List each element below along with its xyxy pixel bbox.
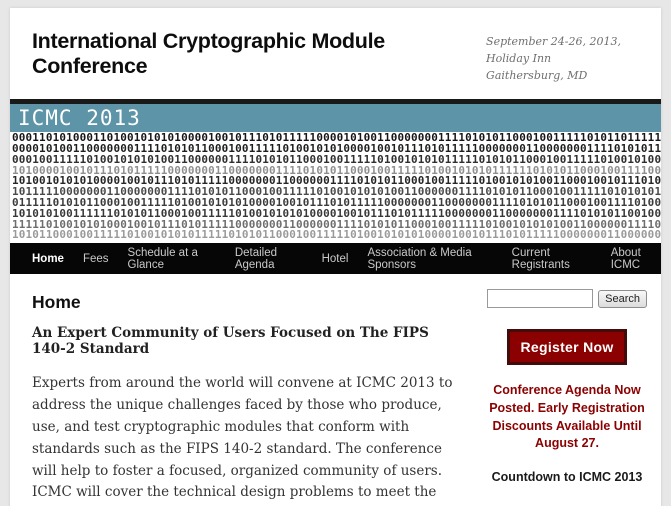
nav-item-schedule[interactable]: Schedule at a Glance	[127, 246, 198, 271]
binary-art-block: 0001101010001101001010101000010010111010…	[10, 132, 661, 243]
binary-row: 0001101010001101001010101000010010111010…	[12, 132, 661, 145]
body-paragraph-1: Experts from around the world will conve…	[32, 375, 453, 501]
conference-date: September 24-26, 2013, Holiday Inn Gaith…	[486, 29, 647, 84]
nav-item-hotel[interactable]: Hotel	[321, 252, 349, 265]
countdown-label: Countdown to ICMC 2013	[491, 470, 643, 485]
site-header: International Cryptographic Module Confe…	[10, 8, 661, 99]
binary-row: 1010110001001111101001010101111101010110…	[12, 228, 661, 242]
banner: ICMC 2013	[10, 104, 661, 133]
binary-row: 0001001111101001010101001100000011110101…	[12, 152, 661, 166]
site-title: International Cryptographic Module Confe…	[32, 29, 385, 78]
nav-item-home[interactable]: Home	[32, 252, 64, 265]
binary-row: 1111101001010100010010111010111110000000…	[12, 217, 661, 231]
nav-item-detailed-agenda[interactable]: Detailed Agenda	[234, 246, 278, 271]
main-nav: Home Fees Schedule at a Glance Detailed …	[10, 243, 661, 275]
main-column: Home An Expert Community of Users Focuse…	[32, 274, 463, 506]
page-subheading: An Expert Community of Users Focused on …	[32, 325, 429, 358]
banner-top-strip	[10, 99, 661, 105]
register-wrap: Register Now	[487, 329, 647, 366]
conference-date-line1: September 24-26, 2013, Holiday Inn	[486, 35, 621, 66]
nav-item-current-registrants[interactable]: Current Registrants	[511, 246, 570, 271]
page-title: Home	[32, 292, 81, 313]
agenda-notice: Conference Agenda Now Posted. Early Regi…	[489, 383, 645, 451]
search-row: Search	[487, 289, 647, 309]
binary-row: 1011111000000011000000011110101011000100…	[12, 185, 661, 199]
sidebar: Search Register Now Conference Agenda No…	[487, 274, 647, 506]
binary-row: 1010000100101110101111100000001100000001…	[12, 163, 661, 177]
search-input[interactable]	[487, 289, 594, 309]
binary-row: 0000101001100000001111010101100010011111…	[12, 141, 661, 155]
binary-row: 1010101001111110101011000100111110100101…	[12, 206, 661, 220]
nav-item-fees[interactable]: Fees	[82, 252, 109, 265]
conference-date-line2: Gaithersburg, MD	[486, 69, 588, 83]
content-area: Home An Expert Community of Users Focuse…	[10, 274, 661, 506]
nav-item-about[interactable]: About ICMC	[610, 246, 641, 271]
binary-row: 0111110101011000100111110100101010100001…	[12, 195, 661, 209]
page-container: International Cryptographic Module Confe…	[10, 8, 661, 506]
binary-row: 1010010101010000100101110101111100000001…	[12, 174, 661, 188]
nav-item-sponsors[interactable]: Association & Media Sponsors	[367, 246, 472, 271]
banner-logo-text: ICMC 2013	[18, 106, 141, 131]
register-now-button[interactable]: Register Now	[507, 329, 627, 366]
search-button[interactable]: Search	[598, 289, 647, 308]
